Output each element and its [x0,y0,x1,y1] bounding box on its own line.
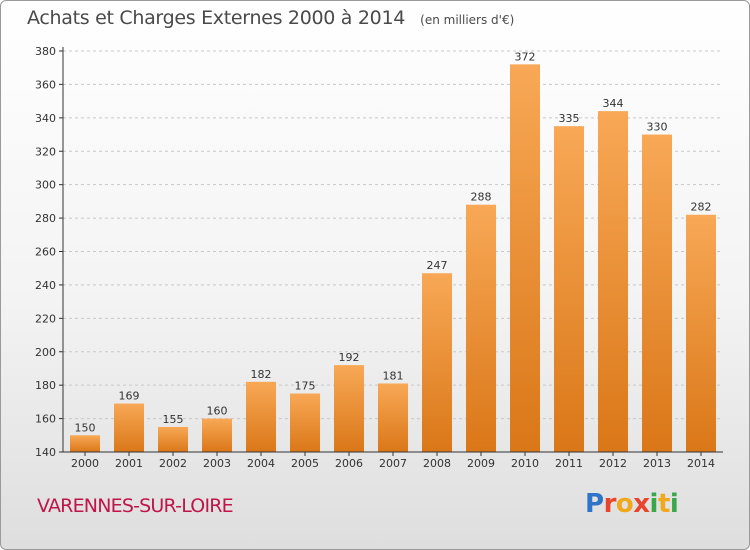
bar [598,111,628,453]
y-tick-label: 220 [35,312,56,325]
y-tick-label: 320 [35,145,56,158]
bar [466,204,496,452]
bars [70,64,716,453]
bar [422,273,452,452]
x-tick-label: 2003 [203,457,231,470]
bar-value-label: 160 [207,405,228,418]
bar-value-label: 335 [559,112,580,125]
bar [70,435,100,452]
x-tick-label: 2001 [115,457,143,470]
logo-letter: i [649,489,659,519]
chart-title: Achats et Charges Externes 2000 à 2014 [27,7,406,29]
data-labels: 150 169 155 160 182 175 192 181 247 288 372 335 344 3… [75,50,712,434]
y-tick-label: 300 [35,179,56,192]
bar [378,383,408,452]
bar-value-label: 344 [603,97,624,110]
bar [642,134,672,452]
x-tick-label: 2010 [511,457,539,470]
x-tick-label: 2004 [247,457,275,470]
x-tick-label: 2007 [379,457,407,470]
y-tick-label: 240 [35,279,56,292]
bar-value-label: 192 [339,351,360,364]
x-tick-label: 2002 [159,457,187,470]
title-row: Achats et Charges Externes 2000 à 2014 (… [27,7,514,29]
bar [334,365,364,452]
bar-value-label: 247 [427,259,448,272]
bar [290,393,320,452]
x-tick-label: 2008 [423,457,451,470]
bar-value-label: 282 [691,201,712,214]
bar [114,403,144,452]
y-tick-label: 360 [35,78,56,91]
bar-value-label: 169 [119,390,140,403]
bar [554,126,584,452]
y-tick-label: 200 [35,346,56,359]
x-tick-label: 2014 [687,457,715,470]
x-tick-label: 2006 [335,457,363,470]
bar-value-label: 155 [163,413,184,426]
x-tick-label: 2005 [291,457,319,470]
bar-value-label: 330 [647,121,668,134]
proxiti-logo[interactable]: Proxiti [585,489,679,519]
bar-value-label: 372 [515,50,536,63]
bar-value-label: 175 [295,380,316,393]
bar-value-label: 288 [471,191,492,204]
y-tick-label: 180 [35,379,56,392]
y-tick-label: 380 [35,45,56,58]
chart-unit: (en milliers d'€) [420,13,515,27]
y-tick-label: 280 [35,212,56,225]
logo-letter: P [585,489,604,519]
x-tick-label: 2011 [555,457,583,470]
y-tick-label: 260 [35,246,56,259]
bar-value-label: 181 [383,369,404,382]
place-name: VARENNES-SUR-LOIRE [37,495,234,517]
logo-letter: r [603,489,617,519]
x-tick-label: 2013 [643,457,671,470]
bar [158,426,188,452]
y-tick-label: 340 [35,112,56,125]
y-tick-label: 160 [35,413,56,426]
bar-value-label: 150 [75,421,96,434]
bar-value-label: 182 [251,368,272,381]
logo-letter: o [615,489,634,519]
bar [686,214,716,452]
bar [246,381,276,452]
logo-letter: x [633,489,650,519]
logo-letter: t [657,489,670,519]
axes: 140 160 180 200 220 240 260 280 300 320 340 360 380 2… [35,45,723,470]
y-tick-label: 140 [35,446,56,459]
bar [510,64,540,452]
logo-letter: i [669,489,679,519]
bar [202,418,232,452]
x-tick-label: 2012 [599,457,627,470]
x-tick-label: 2000 [71,457,99,470]
x-tick-label: 2009 [467,457,495,470]
